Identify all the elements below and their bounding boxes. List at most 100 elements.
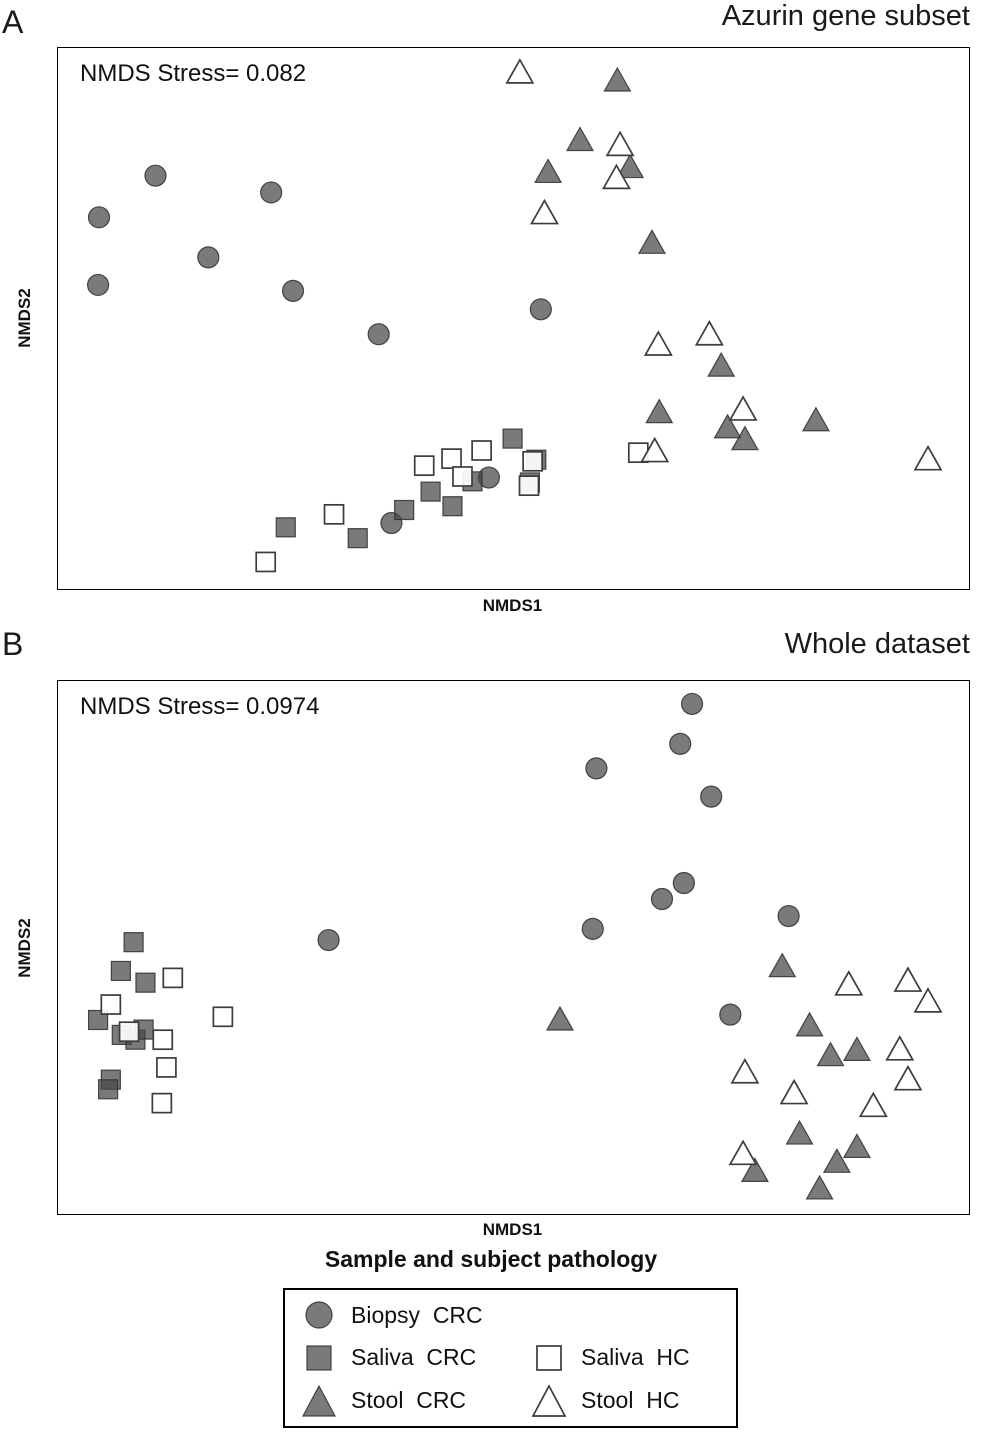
biopsy-crc-point — [585, 757, 608, 780]
panel-b-label: B — [2, 626, 24, 662]
saliva-crc-point — [123, 932, 144, 953]
saliva-hc-point — [452, 466, 473, 487]
saliva-crc-point — [347, 528, 368, 549]
stool-crc-point — [637, 229, 667, 254]
stool-crc-point — [822, 1148, 851, 1173]
biopsy-crc-point — [650, 887, 674, 911]
saliva-hc-point — [156, 1057, 177, 1078]
stool-hc-point — [893, 1064, 923, 1091]
saliva-crc-point — [110, 960, 131, 982]
stool-crc-point — [801, 406, 830, 432]
biopsy-crc-point — [529, 298, 552, 321]
filled-triangle-icon — [302, 1384, 336, 1417]
stool-crc-point — [603, 66, 632, 92]
saliva-hc-point — [441, 448, 462, 469]
stool-crc-point — [785, 1119, 814, 1145]
panel-b-title: Whole dataset — [784, 628, 970, 660]
legend-entry-stool-crc: Stool CRC — [299, 1383, 529, 1419]
panel-b-x-axis-label: NMDS1 — [482, 1220, 543, 1239]
legend-label-saliva-crc: Saliva CRC — [351, 1344, 477, 1371]
saliva-hc-point — [100, 994, 122, 1015]
open-square-icon — [536, 1345, 562, 1371]
panel-b-plot-frame: NMDS Stress= 0.0974 — [57, 680, 970, 1215]
legend-entry-saliva-crc: Saliva CRC — [299, 1340, 529, 1376]
saliva-hc-point — [323, 503, 345, 525]
biopsy-crc-point — [260, 181, 283, 204]
saliva-crc-point — [87, 1009, 109, 1031]
panel-a-plot-frame: NMDS Stress= 0.082 — [57, 47, 970, 590]
stool-hc-point — [913, 444, 943, 471]
stool-crc-point — [768, 952, 797, 978]
biopsy-crc-point — [581, 917, 604, 940]
stool-hc-point — [779, 1078, 809, 1105]
stool-hc-point — [730, 1058, 760, 1084]
saliva-hc-point — [471, 440, 492, 461]
filled-square-icon — [306, 1345, 332, 1371]
stool-hc-point — [893, 966, 923, 992]
biopsy-crc-point — [669, 732, 692, 755]
panel-a-stress-annotation: NMDS Stress= 0.082 — [80, 60, 307, 87]
stool-crc-point — [707, 351, 736, 377]
stool-crc-point — [713, 413, 742, 439]
stool-hc-point — [858, 1091, 888, 1118]
legend-title: Sample and subject pathology — [324, 1246, 658, 1272]
saliva-hc-point — [118, 1021, 140, 1043]
biopsy-crc-point — [281, 279, 305, 303]
biopsy-crc-point — [367, 323, 390, 346]
stool-crc-point — [545, 1005, 574, 1031]
legend-label-saliva-hc: Saliva HC — [581, 1344, 690, 1371]
panel-a-y-axis-label: NMDS2 — [15, 288, 34, 348]
panel-a-title: Azurin gene subset — [721, 0, 970, 32]
stool-crc-point — [565, 126, 595, 152]
open-triangle-icon — [531, 1383, 567, 1417]
saliva-hc-point — [212, 1006, 234, 1028]
saliva-hc-point — [413, 455, 435, 477]
stool-hc-point — [728, 1139, 758, 1166]
filled-circle-icon — [305, 1301, 333, 1329]
panel-a-x-axis-label: NMDS1 — [482, 596, 543, 615]
panel-b-plot-area — [87, 692, 943, 1200]
stool-hc-point — [505, 58, 535, 84]
stool-crc-point — [645, 398, 674, 424]
legend-label-stool-crc: Stool CRC — [351, 1387, 467, 1414]
saliva-crc-point — [394, 499, 415, 521]
stool-hc-point — [728, 395, 758, 421]
stool-crc-point — [740, 1157, 769, 1182]
stool-hc-point — [605, 130, 635, 157]
biopsy-crc-point — [680, 692, 704, 716]
saliva-hc-point — [522, 450, 543, 472]
stool-crc-point — [616, 153, 645, 179]
saliva-crc-point — [420, 481, 441, 502]
stool-crc-point — [534, 158, 563, 184]
legend-entry-saliva-hc: Saliva HC — [529, 1340, 736, 1376]
saliva-crc-point — [135, 972, 156, 993]
saliva-crc-point — [442, 496, 463, 517]
saliva-crc-point — [275, 517, 296, 538]
stool-hc-point — [530, 198, 559, 225]
biopsy-crc-point — [672, 871, 695, 895]
saliva-crc-point — [98, 1079, 119, 1100]
saliva-hc-point — [151, 1092, 173, 1114]
legend-entry-stool-hc: Stool HC — [529, 1383, 736, 1419]
saliva-hc-point — [255, 551, 277, 573]
saliva-hc-point — [162, 967, 184, 989]
stool-hc-point — [640, 436, 670, 463]
stool-hc-point — [643, 330, 673, 356]
legend: Biopsy CRC Saliva CRC Stool CRC Saliva H… — [283, 1288, 738, 1428]
biopsy-crc-point — [86, 273, 110, 297]
stool-hc-point — [694, 320, 724, 346]
stool-hc-point — [834, 970, 864, 996]
stool-crc-point — [842, 1133, 871, 1158]
panel-b-y-axis-label: NMDS2 — [15, 918, 34, 978]
biopsy-crc-point — [719, 1003, 742, 1026]
saliva-crc-point — [502, 428, 523, 449]
legend-label-stool-hc: Stool HC — [581, 1387, 680, 1414]
stool-crc-point — [730, 425, 759, 451]
biopsy-crc-point — [144, 164, 167, 187]
stool-crc-point — [795, 1011, 824, 1037]
biopsy-crc-point — [700, 785, 723, 808]
biopsy-crc-point — [197, 246, 220, 269]
stool-crc-point — [805, 1174, 834, 1200]
saliva-hc-point — [152, 1029, 174, 1051]
